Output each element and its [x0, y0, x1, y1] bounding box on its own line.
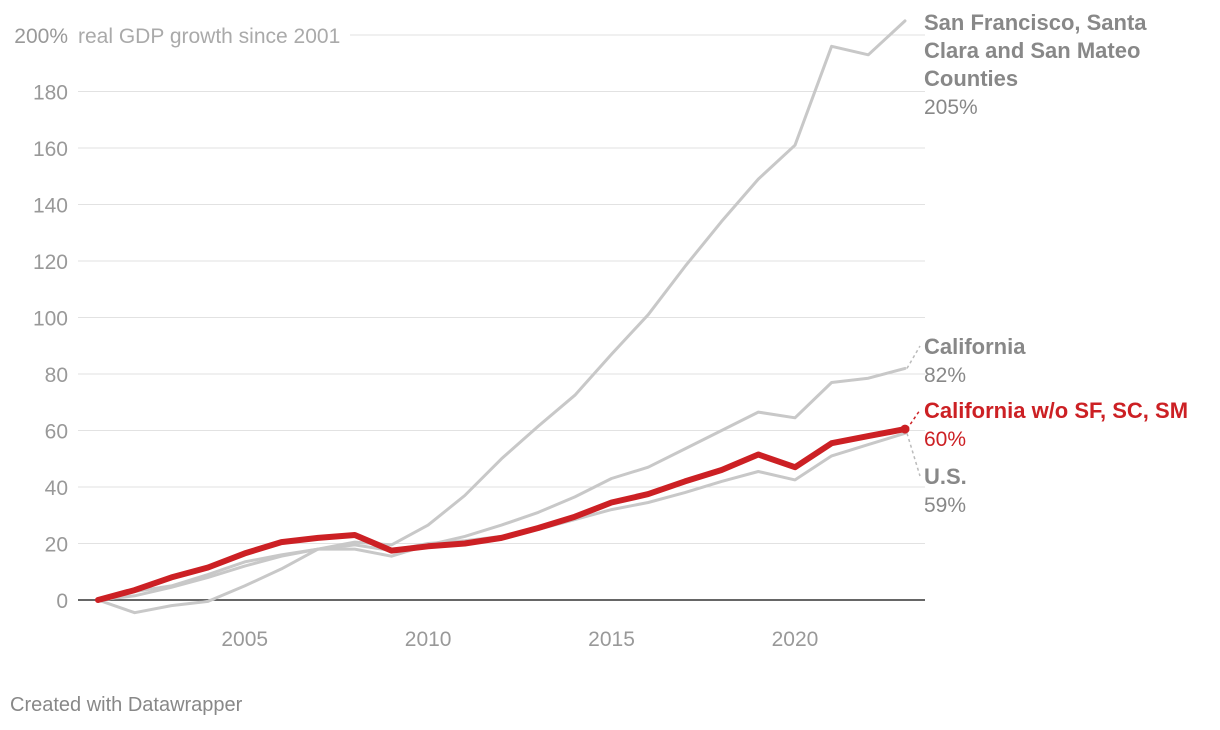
y-tick-label: 40 — [45, 477, 68, 500]
series-name-label: Counties — [924, 66, 1018, 91]
series-line — [95, 426, 908, 603]
x-tick-label: 2020 — [772, 628, 819, 651]
y-tick-label: 20 — [45, 534, 68, 557]
y-tick-label: 200% — [14, 25, 68, 48]
series-line — [96, 19, 907, 615]
y-tick-label: 160 — [33, 138, 68, 161]
x-axis-tick-labels: 2005 2010 2015 2020 — [221, 628, 818, 651]
y-tick-label: 140 — [33, 195, 68, 218]
y-tick-label: 0 — [56, 590, 68, 613]
series-name-label: California — [924, 334, 1026, 359]
series-end-dot — [900, 424, 910, 434]
y-tick-label: 100 — [33, 308, 68, 331]
label-connectors — [906, 345, 921, 477]
series-line — [96, 366, 907, 602]
series-name-label: Clara and San Mateo — [924, 38, 1140, 63]
series-lines — [95, 19, 910, 615]
series-value-label: 82% — [924, 364, 966, 387]
x-tick-label: 2005 — [221, 628, 268, 651]
y-axis-tick-labels: 0 20 40 60 80 100 120 140 160 180 200% real GDP gro… — [14, 25, 340, 613]
series-name-label: San Francisco, Santa — [924, 10, 1147, 35]
series-value-label: 205% — [924, 96, 978, 119]
label-connector — [906, 409, 921, 430]
series-value-label: 60% — [924, 428, 966, 451]
x-tick-label: 2015 — [588, 628, 635, 651]
x-tick-label: 2010 — [405, 628, 452, 651]
y-tick-label: 60 — [45, 421, 68, 444]
series-end-labels: San Francisco, Santa Clara and San Mateo C… — [924, 10, 1188, 517]
y-tick-label: 180 — [33, 82, 68, 105]
label-connector — [906, 345, 921, 369]
y-tick-label: 120 — [33, 251, 68, 274]
series-name-label: U.S. — [924, 464, 967, 489]
series-value-label: 59% — [924, 494, 966, 517]
label-connector — [906, 433, 921, 477]
footer-credit: Created with Datawrapper — [10, 694, 243, 716]
gridlines — [78, 34, 925, 601]
y-axis-label: real GDP growth since 2001 — [78, 25, 340, 48]
y-tick-label: 80 — [45, 364, 68, 387]
series-name-label: California w/o SF, SC, SM — [924, 398, 1188, 423]
